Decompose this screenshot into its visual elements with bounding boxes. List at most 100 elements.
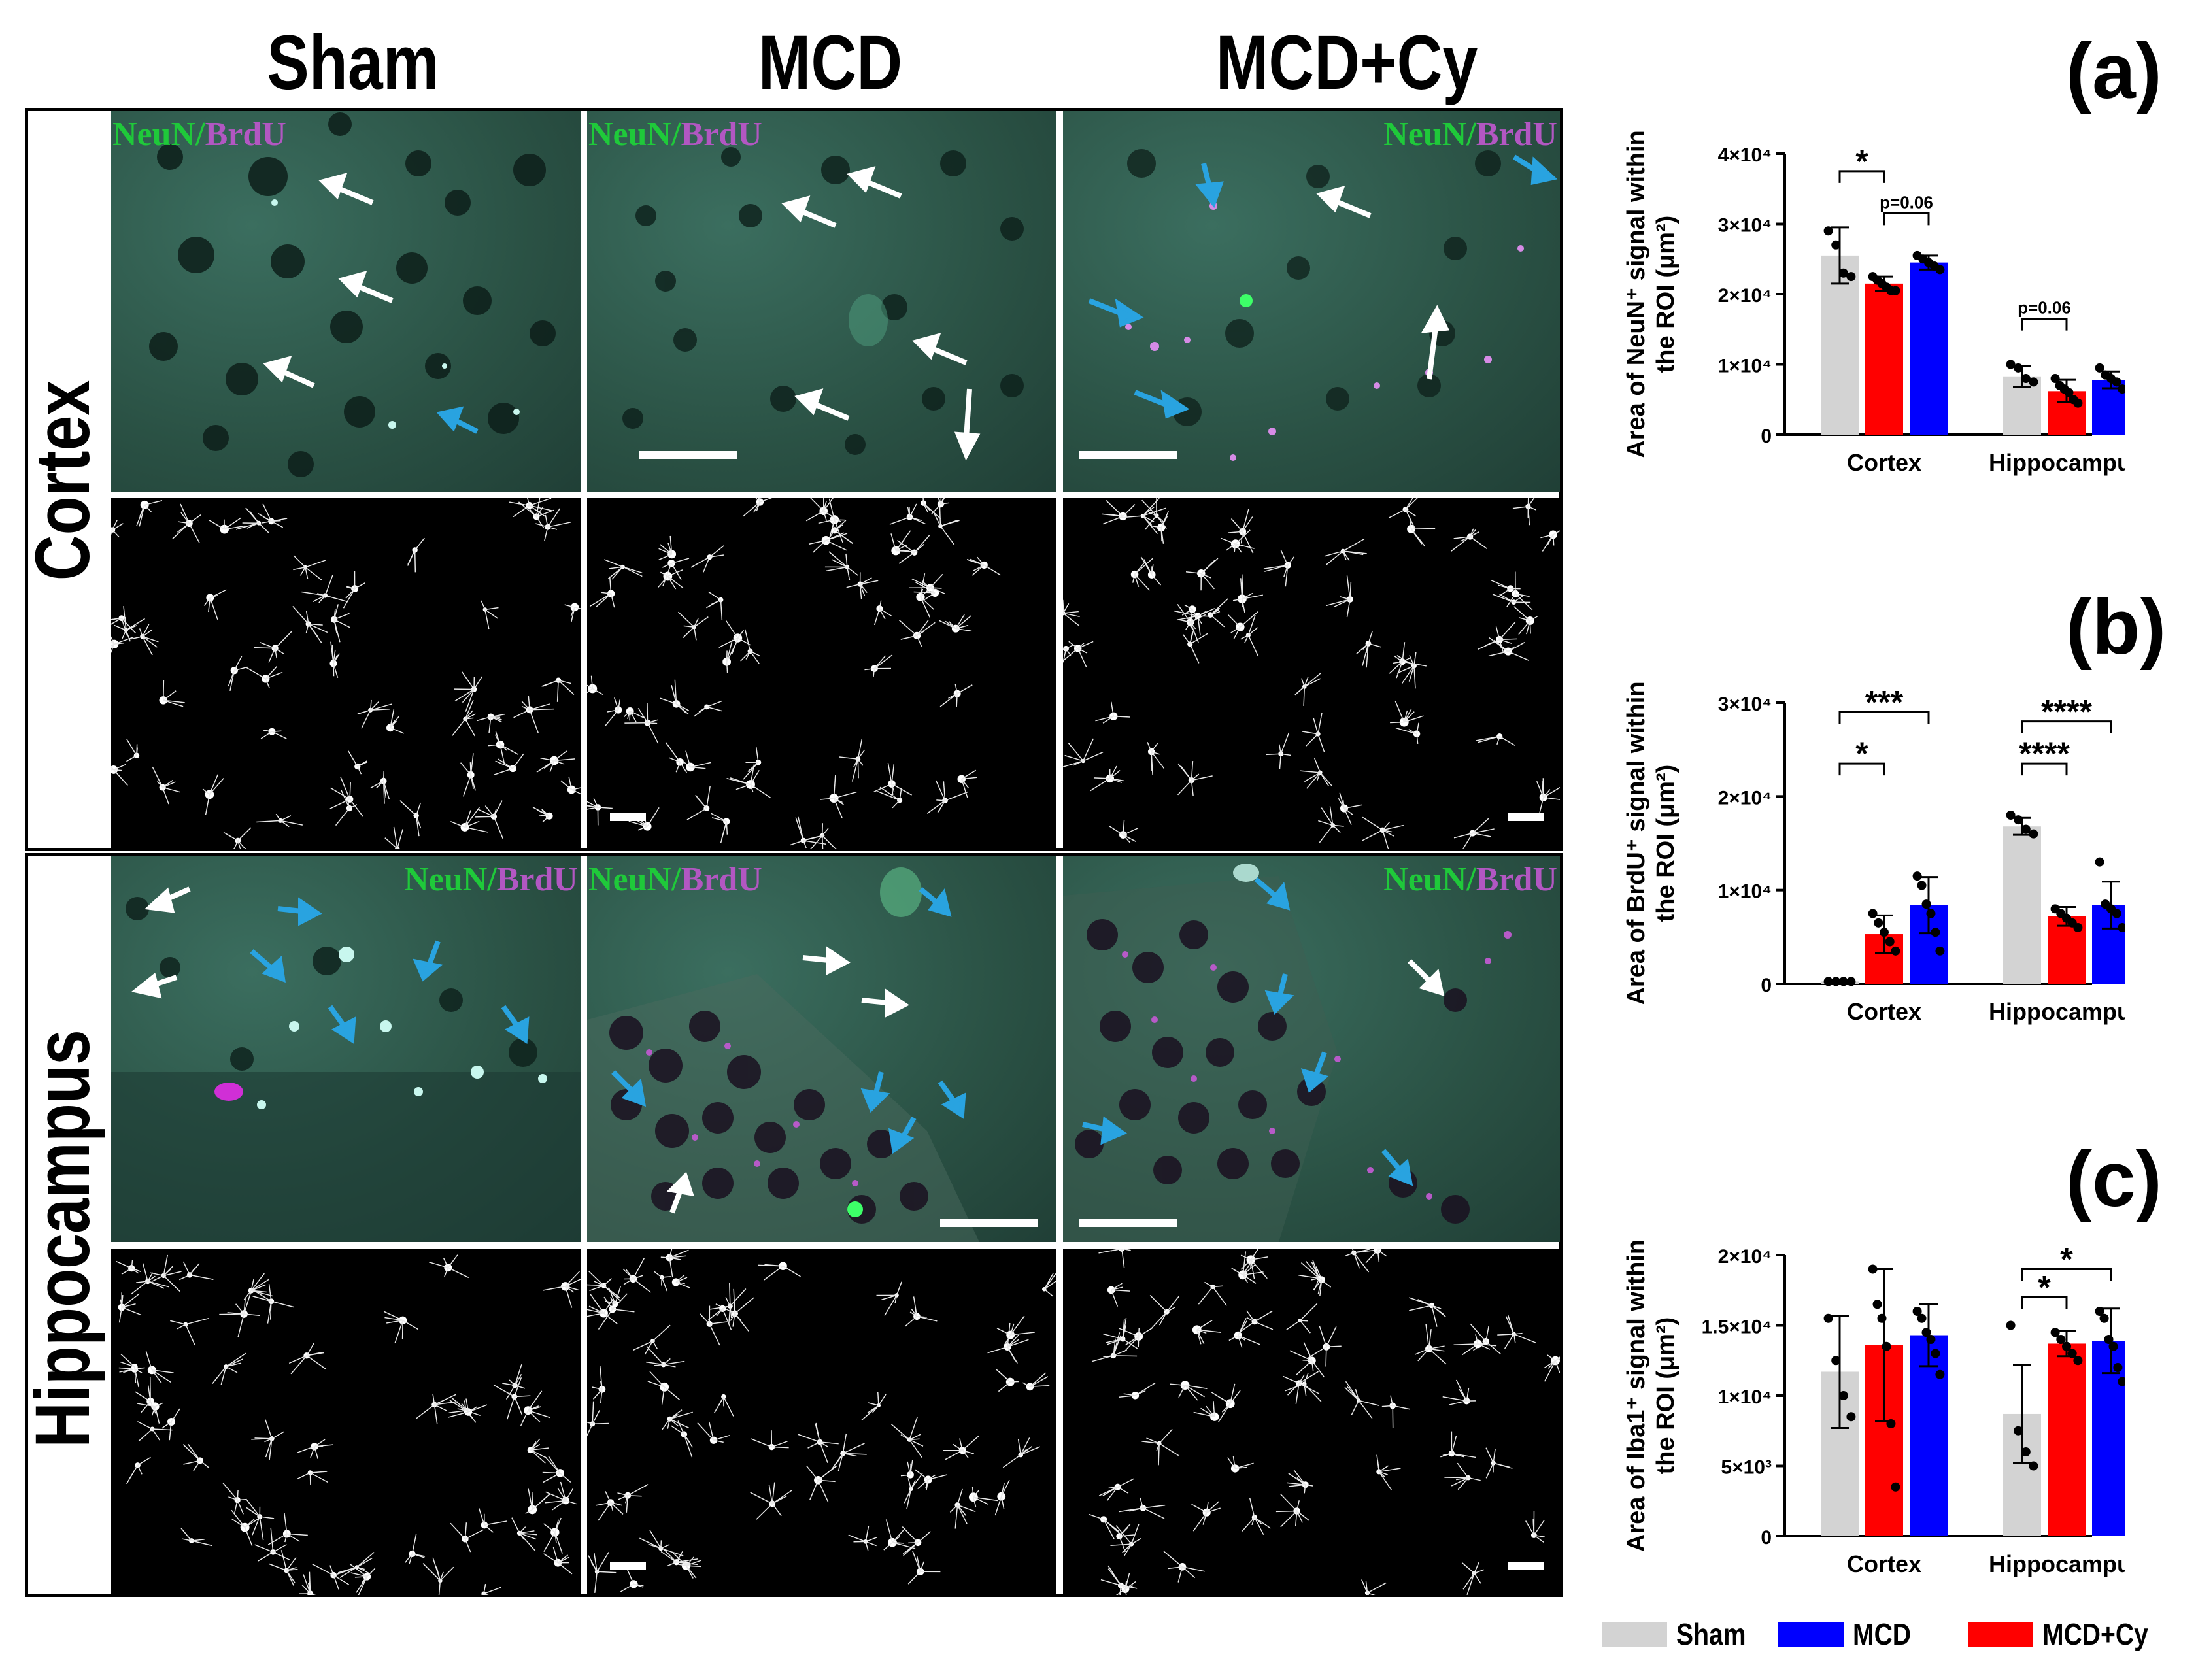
microglia-cell <box>1191 1501 1221 1532</box>
microglia-cell <box>212 1352 246 1385</box>
hippocampus-image-frame: Hippocampus <box>20 853 1563 1597</box>
data-point <box>1891 286 1900 295</box>
microglia-cell <box>907 1551 941 1585</box>
microglia-cell <box>502 1364 526 1400</box>
microglia-cell <box>1344 1381 1379 1419</box>
microglia-cell <box>543 1547 573 1575</box>
microglia-cell <box>864 654 893 677</box>
microglia-cell <box>541 677 575 702</box>
column-heading-sham: Sham <box>267 20 439 106</box>
microglia-cell <box>130 623 159 656</box>
micrograph-cortex-mcd-iba1 <box>587 498 1056 849</box>
significance-label: * <box>2060 1241 2073 1278</box>
microglia-cell <box>1022 1372 1050 1391</box>
microglia-cell <box>560 777 581 795</box>
microglia-pattern <box>1089 1249 1560 1595</box>
microglia-cell <box>673 1553 701 1579</box>
microglia-cell <box>682 750 711 772</box>
microglia-cell <box>805 498 842 523</box>
microglia-cell <box>145 1351 174 1384</box>
data-point <box>1846 1412 1856 1422</box>
microglia-cell <box>1285 1373 1322 1402</box>
brdu-label: BrdU <box>205 116 286 153</box>
microglia-pattern <box>587 498 1001 849</box>
cell-pattern <box>622 147 1024 461</box>
microglia-cell <box>686 785 711 820</box>
microglia-cell <box>1109 820 1139 843</box>
microglia-cell <box>1407 516 1436 547</box>
microglia-cell <box>1118 1327 1153 1352</box>
microglia-cell <box>617 1484 649 1513</box>
microglia-cell <box>1415 1324 1447 1365</box>
brdu-label: BrdU <box>681 116 762 153</box>
microglia-cell <box>111 615 136 637</box>
microglia-cell <box>267 1513 308 1545</box>
microglia-cell <box>488 731 519 765</box>
microglia-cell <box>223 827 252 849</box>
microglia-cell <box>622 1258 651 1293</box>
significance-label: *** <box>1865 684 1904 720</box>
microglia-cell <box>1119 1382 1156 1400</box>
microglia-cell <box>646 1346 685 1368</box>
data-point <box>2050 1328 2060 1337</box>
brdu-label: BrdU <box>496 861 578 898</box>
microglia-cell <box>1488 637 1529 661</box>
microglia-cell <box>450 807 488 833</box>
microglia-cell <box>1477 622 1517 652</box>
micrograph-hippocampus-sham-neun-brdu: NeuN/BrdU <box>111 856 581 1242</box>
data-point <box>1823 226 1833 236</box>
microglia-cell <box>1089 765 1124 792</box>
legend-label-sham: Sham <box>1676 1617 1746 1651</box>
chart-iba1-area: Area of Iba1⁺ signal within the ROI (μm²)… <box>1623 1239 2125 1577</box>
microglia-cell <box>587 1271 621 1302</box>
microglia-cell <box>904 1473 923 1509</box>
microglia-cell <box>1525 1511 1545 1543</box>
microglia-cell <box>1376 1454 1401 1491</box>
data-point <box>1846 272 1856 282</box>
microglia-cell <box>620 1568 644 1592</box>
microglia-cell <box>1497 1315 1536 1349</box>
microglia-cell <box>1266 732 1291 769</box>
data-point <box>2073 1356 2083 1366</box>
significance-label: p=0.06 <box>2018 298 2071 318</box>
microglia-pattern <box>116 1254 581 1595</box>
microglia-cell <box>348 750 368 775</box>
microglia-cell <box>1275 1494 1309 1528</box>
microglia-cell <box>890 530 918 556</box>
microglia-cell <box>527 1438 549 1464</box>
microglia-cell <box>1395 722 1421 744</box>
microglia-cell <box>258 503 288 528</box>
microglia-cell <box>509 498 552 518</box>
microglia-cell <box>251 1419 284 1460</box>
microglia-cell <box>116 1260 141 1275</box>
microglia-cell <box>120 1354 139 1388</box>
microglia-cell <box>1163 1551 1205 1583</box>
data-point <box>2021 824 2031 834</box>
separator: / <box>1466 861 1476 898</box>
microglia-cell <box>384 826 403 849</box>
microglia-cell <box>1298 1260 1332 1291</box>
data-point <box>1912 1307 1922 1316</box>
microglia-cell <box>1174 608 1215 636</box>
micrograph-hippocampus-mcdcy-neun-brdu: NeuN/BrdU <box>1063 856 1560 1242</box>
microglia-cell <box>743 498 772 517</box>
microglia-cell <box>750 1482 792 1520</box>
significance-bracket <box>2021 762 2068 776</box>
microglia-cell <box>1095 701 1130 724</box>
microglia-pattern <box>587 1249 1056 1593</box>
microglia-cell <box>1381 1395 1411 1428</box>
microglia-cell <box>543 1517 563 1554</box>
microglia-cell <box>159 680 185 707</box>
microglia-cell <box>1107 1283 1130 1307</box>
microglia-cell <box>246 665 283 688</box>
panel-label-a: (a) <box>2066 27 2162 115</box>
microglia-cell <box>1118 498 1166 535</box>
microglia-cell <box>135 1377 156 1414</box>
microglia-cell <box>152 766 181 805</box>
microglia-cell <box>1451 528 1487 552</box>
significance-label: * <box>1855 735 1868 772</box>
microglia-cell <box>624 703 659 744</box>
microglia-cell <box>1389 498 1418 529</box>
microglia-cell <box>428 1254 469 1279</box>
microglia-cell <box>1063 641 1094 667</box>
